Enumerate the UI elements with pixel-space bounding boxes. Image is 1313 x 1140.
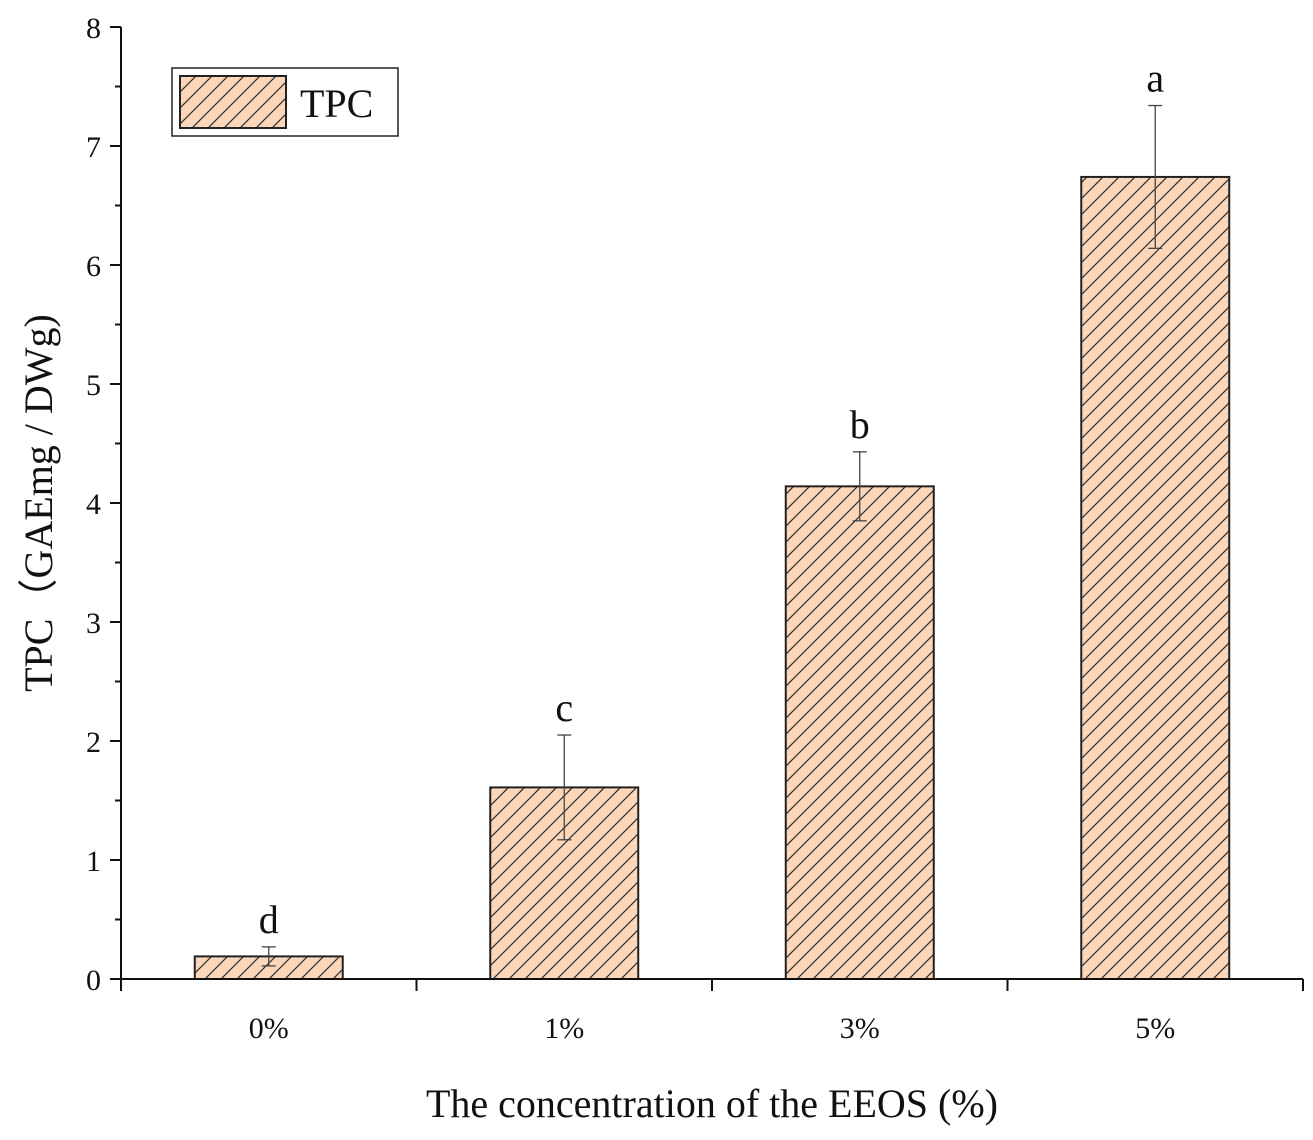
bar-2 (784, 485, 935, 980)
y-tick-label-6: 6 (86, 250, 101, 283)
y-tick-label-4: 4 (86, 488, 101, 521)
error-bar-0 (261, 946, 276, 967)
y-tick-label-3: 3 (86, 607, 101, 640)
significance-labels-group: d c b a (259, 56, 1165, 942)
error-bar-2 (852, 451, 867, 522)
y-tick-label-7: 7 (86, 131, 101, 164)
y-tick-label-5: 5 (86, 369, 101, 402)
significance-label-2: b (850, 402, 870, 447)
bars-group (193, 175, 1231, 981)
error-bar-1 (557, 734, 572, 841)
x-tick-label-2: 3% (840, 1012, 880, 1045)
y-ticks: 0 1 2 3 4 5 6 7 8 (86, 12, 121, 997)
legend-swatch-hatch (179, 75, 287, 129)
x-axis-title: The concentration of the EEOS (%) (426, 1081, 998, 1126)
significance-label-3: a (1146, 56, 1164, 101)
y-axis-title: TPC（GAEmg / DWg) (16, 314, 61, 692)
y-tick-label-0: 0 (86, 964, 101, 997)
x-tick-label-3: 5% (1135, 1012, 1175, 1045)
error-bar-3 (1148, 104, 1163, 249)
significance-label-0: d (259, 897, 279, 942)
x-tick-label-1: 1% (544, 1012, 584, 1045)
y-tick-label-2: 2 (86, 726, 101, 759)
significance-label-1: c (555, 685, 573, 730)
bar-3 (1080, 175, 1231, 980)
x-ticks: 0% 1% 3% 5% (120, 979, 1304, 1045)
x-tick-label-0: 0% (249, 1012, 289, 1045)
legend-label: TPC (300, 81, 373, 126)
legend: TPC (171, 67, 399, 137)
error-bars-group (261, 104, 1163, 967)
y-tick-label-1: 1 (86, 845, 101, 878)
y-tick-label-8: 8 (86, 12, 101, 45)
